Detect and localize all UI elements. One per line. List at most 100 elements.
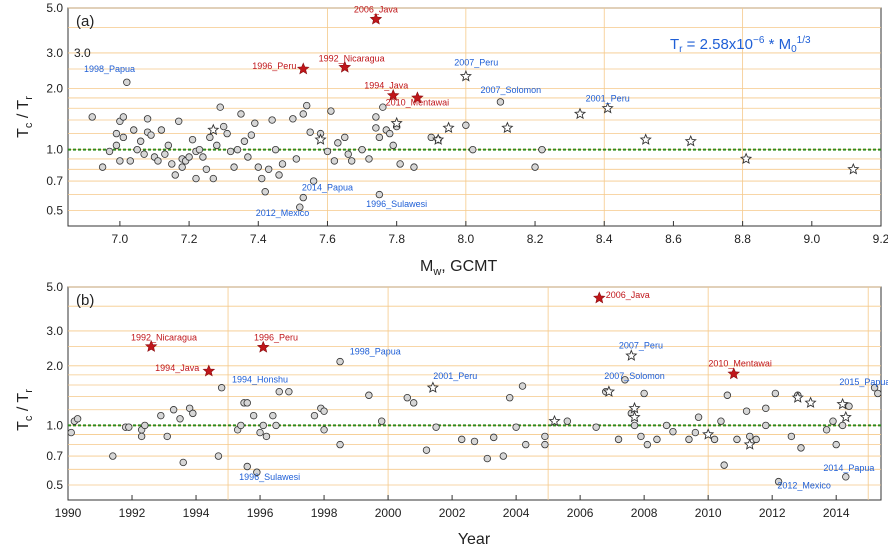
data-point	[112, 129, 121, 138]
x-tick-label: 2006	[567, 506, 594, 520]
xlabel-rest: , GCMT	[441, 258, 497, 275]
data-point	[640, 389, 648, 398]
data-point	[723, 391, 732, 399]
data-point	[292, 155, 301, 163]
star-point	[426, 381, 439, 393]
data-point	[169, 406, 178, 414]
event-label: 1992_Nicaragua	[319, 54, 385, 64]
event-label: 2007_Peru	[454, 58, 498, 68]
star-point	[601, 101, 614, 114]
x-tick-label: 8.2	[527, 232, 544, 246]
data-point	[216, 103, 224, 111]
data-point	[797, 444, 805, 452]
data-point	[140, 150, 148, 158]
x-tick-label: 8.0	[458, 232, 475, 246]
data-point	[262, 432, 271, 441]
star-point	[314, 133, 327, 145]
data-point	[157, 411, 165, 420]
data-point	[116, 157, 124, 165]
data-point	[264, 165, 273, 173]
data-point	[742, 407, 751, 415]
data-point	[233, 145, 242, 154]
panel-b-marks: 1992_Nicaragua 1994_Java 1996_Peru 2006_Jav…	[67, 290, 888, 491]
data-point	[621, 376, 629, 384]
star-point	[628, 410, 641, 423]
x-tick-label: 1994	[183, 506, 210, 520]
data-point	[133, 145, 141, 154]
panel-a: 2006_Java 1992_Nicaragua 1996_Peru 1994_Jav…	[15, 1, 888, 278]
data-point	[143, 115, 152, 123]
data-point	[249, 411, 258, 420]
xlabel-m: M	[420, 258, 433, 275]
formula-t: T	[670, 36, 679, 53]
star-point	[639, 133, 652, 145]
event-label: 2014_Papua	[823, 463, 874, 473]
event-label: 1996_Sulawesi	[239, 472, 300, 482]
star-point	[432, 133, 445, 145]
data-point	[320, 407, 328, 415]
data-point	[285, 387, 293, 396]
data-point	[432, 423, 440, 431]
data-point	[109, 452, 117, 460]
panel-b-ylabel: Tc / Tr	[15, 389, 35, 431]
data-point	[256, 428, 264, 437]
star-point	[836, 397, 849, 410]
data-point	[733, 435, 741, 444]
y-tick-label: 0.5	[46, 204, 63, 218]
data-point	[199, 153, 207, 161]
data-point	[774, 477, 783, 486]
event-label: 1996_Sulawesi	[366, 199, 427, 209]
panel-b: 1992_Nicaragua 1994_Java 1996_Peru 2006_Jav…	[15, 280, 888, 548]
data-point	[662, 421, 671, 430]
star-point	[684, 134, 697, 147]
data-point	[365, 391, 373, 399]
data-point	[275, 387, 283, 396]
data-point	[522, 440, 530, 449]
data-point	[171, 171, 179, 179]
panel-a-ylabel: Tc / Tr	[15, 96, 35, 138]
data-point	[303, 101, 311, 110]
panel-a-xlabel: Mw, GCMT	[420, 258, 498, 278]
panel-b-grid	[68, 286, 881, 500]
data-point	[168, 160, 176, 168]
data-point	[130, 126, 138, 134]
x-tick-label: 2008	[631, 506, 658, 520]
data-point	[185, 153, 193, 161]
y-tick-label: 5.0	[46, 1, 63, 15]
data-point	[306, 128, 314, 136]
data-point	[226, 147, 235, 156]
data-point	[272, 421, 280, 430]
red-star-point	[296, 62, 310, 75]
data-point	[126, 157, 134, 165]
data-point	[73, 415, 82, 423]
data-point	[219, 122, 228, 131]
data-point	[563, 417, 572, 425]
data-point	[710, 435, 719, 444]
data-point	[98, 163, 107, 171]
data-point	[592, 423, 600, 431]
data-point	[206, 133, 214, 142]
data-point	[691, 428, 700, 437]
x-tick-label: 9.2	[873, 232, 888, 246]
data-point	[163, 432, 171, 441]
x-tick-label: 7.0	[112, 232, 129, 246]
data-point	[309, 177, 318, 185]
event-label: 1998_Papua	[350, 347, 401, 357]
x-tick-label: 8.4	[596, 232, 613, 246]
data-point	[178, 163, 186, 171]
data-point	[213, 141, 221, 150]
data-point	[253, 468, 261, 476]
panel-b-ticks: 1990 1992 1994 1996 1998 2000 2002 2004 2006 2008…	[46, 280, 850, 520]
data-point	[762, 421, 770, 430]
red-star-point	[369, 12, 383, 25]
data-point	[838, 421, 847, 430]
data-point	[483, 454, 492, 463]
x-tick-label: 2014	[823, 506, 850, 520]
data-point	[771, 389, 780, 398]
y-tick-label: 1.0	[46, 418, 63, 432]
event-label: 2001_Peru	[433, 371, 477, 381]
panel-b-xlabel: Year	[458, 531, 491, 548]
data-point	[88, 113, 96, 121]
data-point	[230, 163, 238, 171]
data-point	[422, 446, 431, 454]
